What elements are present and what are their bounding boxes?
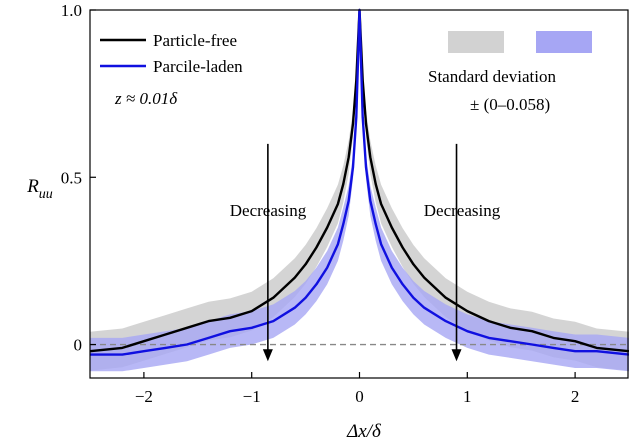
axis-ticks: −2 −1 0 1 2 0 0.5 1.0: [61, 1, 580, 406]
x-tick-label: 0: [355, 387, 364, 406]
x-tick-label: 2: [571, 387, 580, 406]
sd-title: Standard deviation: [428, 67, 556, 86]
x-axis-title: Δx/δ: [346, 421, 382, 442]
right-arrow-head: [451, 349, 462, 362]
sd-swatch-particle-free: [448, 31, 504, 53]
legend-label-particle-laden: Parcile-laden: [153, 57, 243, 76]
y-tick-label: 1.0: [61, 1, 82, 20]
std-dev-bands: [90, 10, 629, 372]
y-axis-title: Ruu: [26, 176, 53, 202]
x-tick-label: 1: [463, 387, 472, 406]
y-tick-label: 0.5: [61, 168, 82, 187]
condition-label: z ≈ 0.01δ: [114, 89, 178, 108]
left-decreasing-label: Decreasing: [230, 201, 307, 220]
decreasing-arrows: [262, 143, 462, 362]
sd-swatch-particle-laden: [536, 31, 592, 53]
y-tick-label: 0: [74, 336, 83, 355]
left-arrow-head: [262, 349, 273, 362]
legend-label-particle-free: Particle-free: [153, 31, 237, 50]
std-band-particle-laden: [90, 10, 629, 372]
x-tick-label: −2: [135, 387, 153, 406]
legend: Particle-free Parcile-laden: [100, 31, 243, 76]
x-tick-label: −1: [243, 387, 261, 406]
sd-range: ± (0–0.058): [470, 95, 550, 114]
right-decreasing-label: Decreasing: [424, 201, 501, 220]
